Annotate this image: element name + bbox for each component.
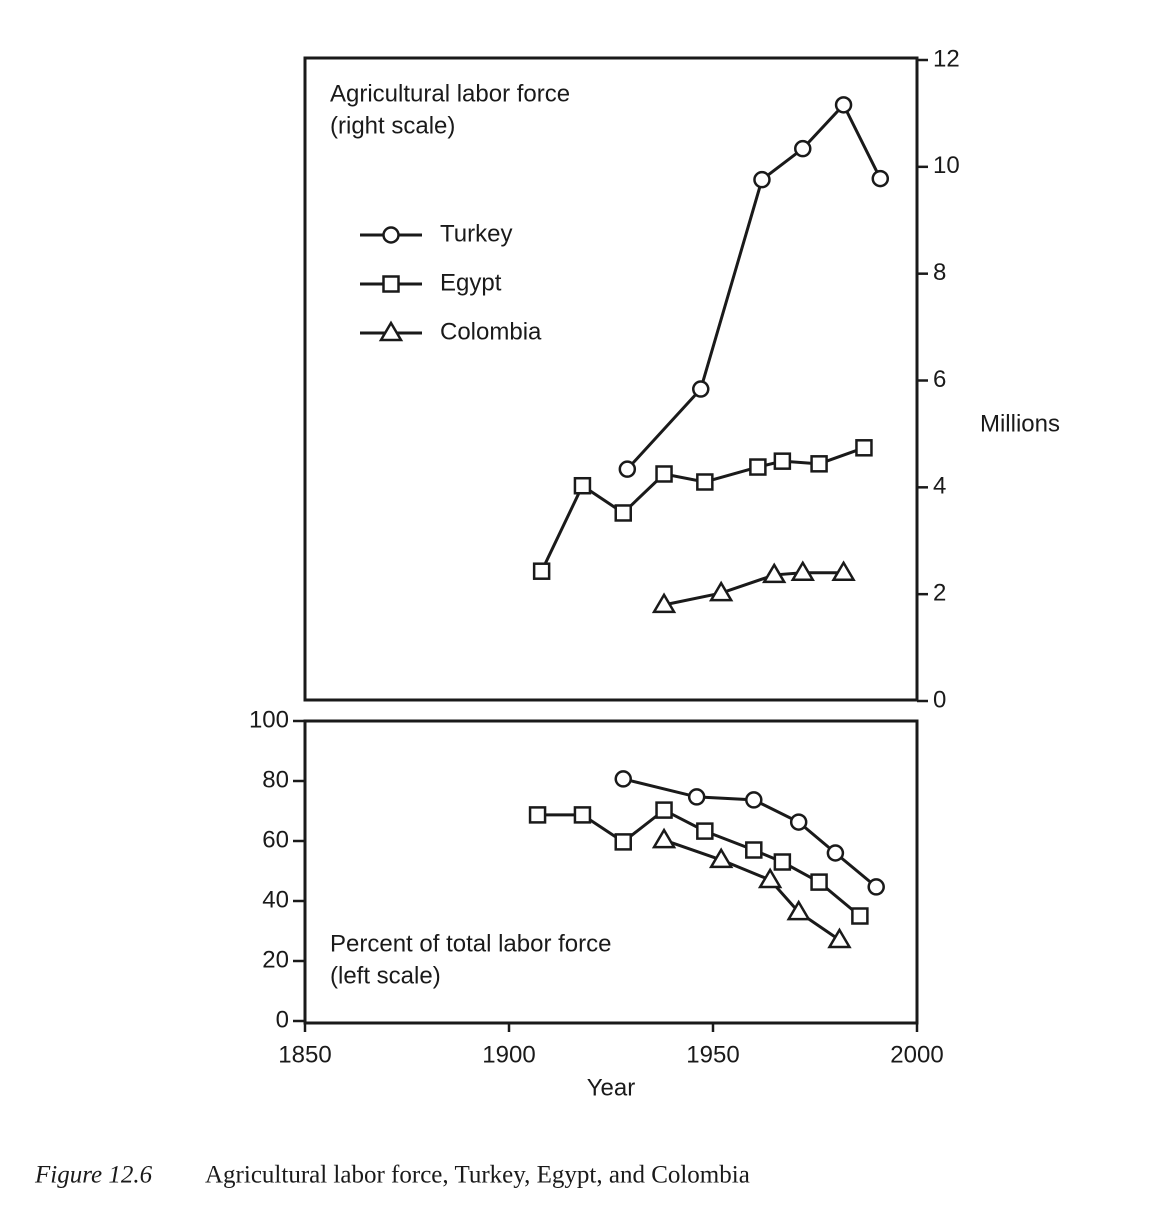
marker xyxy=(655,465,673,483)
marker xyxy=(614,504,632,522)
marker xyxy=(789,813,808,831)
marker xyxy=(573,476,592,495)
caption-label: Figure 12.6 xyxy=(34,1162,153,1189)
y2-tick-label: 12 xyxy=(933,45,960,72)
marker xyxy=(614,770,632,788)
x-tick-label: 2000 xyxy=(890,1041,943,1068)
marker xyxy=(573,806,592,824)
series-line xyxy=(626,102,882,471)
marker xyxy=(655,801,673,819)
marker xyxy=(614,833,632,851)
y2-tick-label: 8 xyxy=(933,259,946,286)
marker xyxy=(794,139,812,158)
marker xyxy=(692,380,710,398)
marker xyxy=(810,873,828,891)
marker xyxy=(382,275,400,293)
y2-tick-label: 10 xyxy=(933,152,960,179)
annotation: (right scale) xyxy=(330,112,455,139)
y-tick-label: 20 xyxy=(262,946,289,973)
marker xyxy=(810,455,828,473)
plot-frame xyxy=(303,719,919,1025)
y-tick-label: 100 xyxy=(249,706,289,733)
marker xyxy=(757,867,783,889)
series-line xyxy=(622,777,878,889)
marker xyxy=(696,473,714,491)
x-tick-label: 1900 xyxy=(482,1041,535,1068)
marker xyxy=(851,907,869,925)
marker xyxy=(382,226,400,244)
legend-label: Egypt xyxy=(440,269,502,296)
marker xyxy=(773,452,792,470)
marker xyxy=(831,560,856,582)
y2-axis-label: Millions xyxy=(980,410,1060,437)
marker xyxy=(696,822,714,840)
y2-tick-label: 6 xyxy=(933,366,946,393)
y-tick-label: 40 xyxy=(262,886,289,913)
y2-tick-label: 0 xyxy=(933,686,946,713)
annotation: Percent of total labor force xyxy=(330,930,611,957)
y2-tick-label: 4 xyxy=(933,473,946,500)
marker xyxy=(749,458,767,476)
y-tick-label: 0 xyxy=(276,1006,289,1033)
marker xyxy=(826,844,845,862)
plot-frame xyxy=(303,56,919,702)
marker xyxy=(745,841,763,859)
marker xyxy=(528,806,547,824)
marker xyxy=(708,580,734,602)
x-axis-label: Year xyxy=(587,1074,636,1101)
marker xyxy=(708,847,734,869)
marker xyxy=(834,96,853,114)
marker xyxy=(855,439,873,457)
y-tick-label: 80 xyxy=(262,766,289,793)
marker xyxy=(618,460,637,478)
marker xyxy=(532,562,551,580)
marker xyxy=(762,562,787,584)
marker xyxy=(651,592,677,614)
y-tick-label: 60 xyxy=(262,826,289,853)
marker xyxy=(745,791,763,809)
marker xyxy=(790,560,815,582)
marker xyxy=(753,170,771,189)
marker xyxy=(867,878,885,896)
x-tick-label: 1950 xyxy=(686,1041,739,1068)
legend-label: Turkey xyxy=(440,220,512,247)
annotation: (left scale) xyxy=(330,962,441,989)
marker xyxy=(378,320,404,342)
x-tick-label: 1850 xyxy=(278,1041,331,1068)
series-line xyxy=(663,571,844,607)
marker xyxy=(871,169,890,188)
annotation: Agricultural labor force xyxy=(330,80,570,107)
marker xyxy=(687,788,706,806)
marker xyxy=(651,827,677,849)
y2-tick-label: 2 xyxy=(933,580,946,607)
marker xyxy=(827,927,852,949)
marker xyxy=(773,853,792,871)
legend-label: Colombia xyxy=(440,318,542,345)
caption-text: Agricultural labor force, Turkey, Egypt,… xyxy=(205,1162,750,1189)
marker xyxy=(786,899,811,921)
